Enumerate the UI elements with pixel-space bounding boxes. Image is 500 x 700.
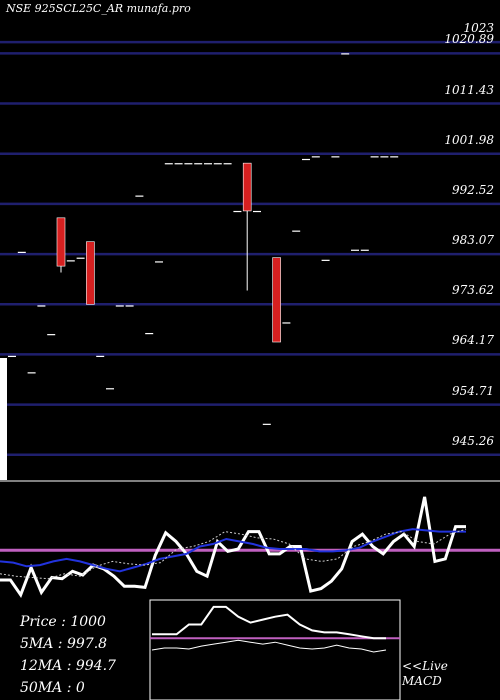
ma50-readout: 50MA : 0 [20, 680, 85, 696]
y-tick-label: 964.17 [452, 333, 494, 348]
candle-dash [253, 210, 261, 213]
ma5-readout: 5MA : 997.8 [20, 636, 108, 652]
candle-dash [164, 163, 173, 165]
candle-bearish [86, 241, 95, 305]
candle-dash [115, 305, 124, 307]
candle-dash [262, 423, 271, 425]
macd-line [152, 605, 386, 640]
oscillator-main-line [0, 496, 466, 598]
candle-dash [184, 163, 193, 165]
candle-dash [8, 355, 16, 358]
y-tick-label: 983.07 [452, 233, 494, 248]
live-macd-label: <<Live MACD [402, 659, 448, 689]
oscillator-blue-line [0, 528, 466, 573]
candle-dash [96, 355, 105, 358]
candle-dash [351, 249, 359, 251]
candle-dash [311, 156, 320, 158]
macd-inset-panel [149, 599, 401, 700]
y-tick-label: 954.71 [452, 383, 494, 398]
candle-dash [213, 163, 222, 165]
y-tick-label: 1023 [463, 21, 494, 36]
candle-dash [125, 305, 134, 307]
candle-bearish [272, 257, 281, 343]
macd-signal-line [151, 639, 387, 653]
y-tick-label: 992.52 [452, 182, 494, 197]
y-tick-label: 1001.98 [444, 132, 494, 147]
candle-dash [155, 261, 163, 263]
candle-bearish [56, 217, 66, 267]
candle-dash [390, 156, 399, 158]
price-readout: Price : 1000 [20, 614, 106, 630]
candle-dash [292, 230, 301, 232]
live-label: <<Live [402, 659, 448, 673]
candle-dash [76, 257, 85, 259]
candle-dash [17, 251, 26, 253]
candle-dash [233, 210, 242, 213]
chart-title: NSE 925SCL25C_AR munafa.pro [6, 2, 191, 15]
price-panel [0, 40, 500, 480]
oscillator-dotted-line [0, 528, 467, 580]
candle-dash [360, 249, 369, 251]
y-tick-label: 945.26 [452, 433, 494, 448]
candle-dash [223, 163, 232, 165]
candle-dash [380, 156, 389, 158]
candle-dash [66, 260, 75, 262]
volume-marker [0, 358, 7, 480]
candle-dash [47, 334, 56, 336]
candle-dash [37, 305, 46, 307]
y-tick-label: 1020.89 [444, 32, 494, 47]
candle-dash [331, 156, 340, 158]
ma12-readout: 12MA : 994.7 [20, 658, 116, 674]
candle-dash [194, 163, 203, 165]
y-tick-label: 973.62 [452, 283, 494, 298]
candle-dash [282, 322, 291, 324]
candle-dash [174, 163, 183, 165]
candle-dash [204, 163, 212, 165]
candle-dash [302, 158, 310, 161]
candle-dash [341, 53, 350, 55]
candle-dash [145, 332, 154, 335]
macd-label: MACD [402, 674, 442, 688]
oscillator-panel [0, 480, 500, 598]
candle-bearish [242, 162, 252, 212]
candle-dash [27, 372, 36, 374]
candle-dash [106, 388, 114, 390]
candle-dash [135, 195, 144, 197]
candle-dash [321, 259, 330, 261]
y-tick-label: 1011.43 [444, 82, 494, 97]
candle-dash [370, 156, 379, 158]
